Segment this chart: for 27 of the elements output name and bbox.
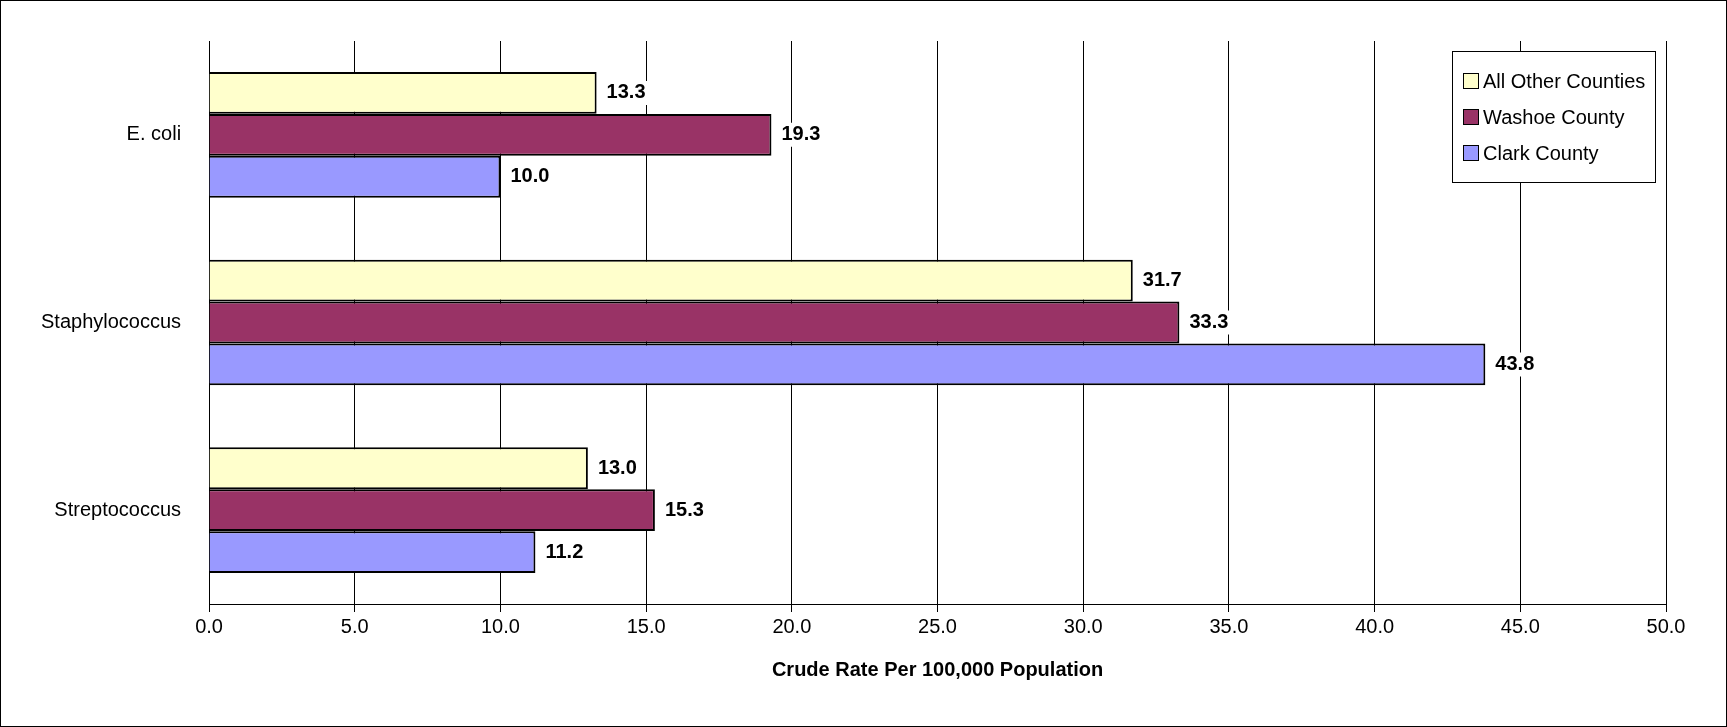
text: 11.2 bbox=[545, 539, 584, 562]
x-tick-label: 0.0 bbox=[195, 614, 223, 637]
x-tick-label: 15.0 bbox=[626, 614, 666, 637]
x-tick-label: 20.0 bbox=[772, 614, 812, 637]
text: 13.3 bbox=[606, 80, 646, 103]
text: 10.0 bbox=[510, 164, 550, 187]
legend-label: All Other Counties bbox=[1483, 69, 1646, 93]
legend-label: Washoe County bbox=[1483, 105, 1625, 129]
x-tick-label: 30.0 bbox=[1063, 614, 1103, 637]
x-tick-label: 10.0 bbox=[480, 614, 520, 637]
x-tick-label: 45.0 bbox=[1500, 614, 1540, 637]
legend-label: Clark County bbox=[1483, 141, 1599, 165]
x-tick-label: 35.0 bbox=[1209, 614, 1249, 637]
text: 13.0 bbox=[597, 455, 637, 478]
x-axis-title: Crude Rate Per 100,000 Population bbox=[771, 657, 1104, 680]
y-tick-label: Streptococcus bbox=[54, 497, 182, 520]
text: 19.3 bbox=[781, 122, 821, 145]
y-tick-label: E. coli bbox=[126, 122, 182, 145]
x-tick-label: 25.0 bbox=[918, 614, 958, 637]
text: 43.8 bbox=[1495, 351, 1535, 374]
y-tick-label: Staphylococcus bbox=[41, 310, 182, 333]
text: 31.7 bbox=[1142, 268, 1182, 291]
x-tick-label: 50.0 bbox=[1646, 614, 1686, 637]
text: 33.3 bbox=[1189, 310, 1229, 333]
x-tick-label: 5.0 bbox=[340, 614, 369, 637]
text: 15.3 bbox=[664, 497, 704, 520]
x-tick-label: 40.0 bbox=[1355, 614, 1395, 637]
